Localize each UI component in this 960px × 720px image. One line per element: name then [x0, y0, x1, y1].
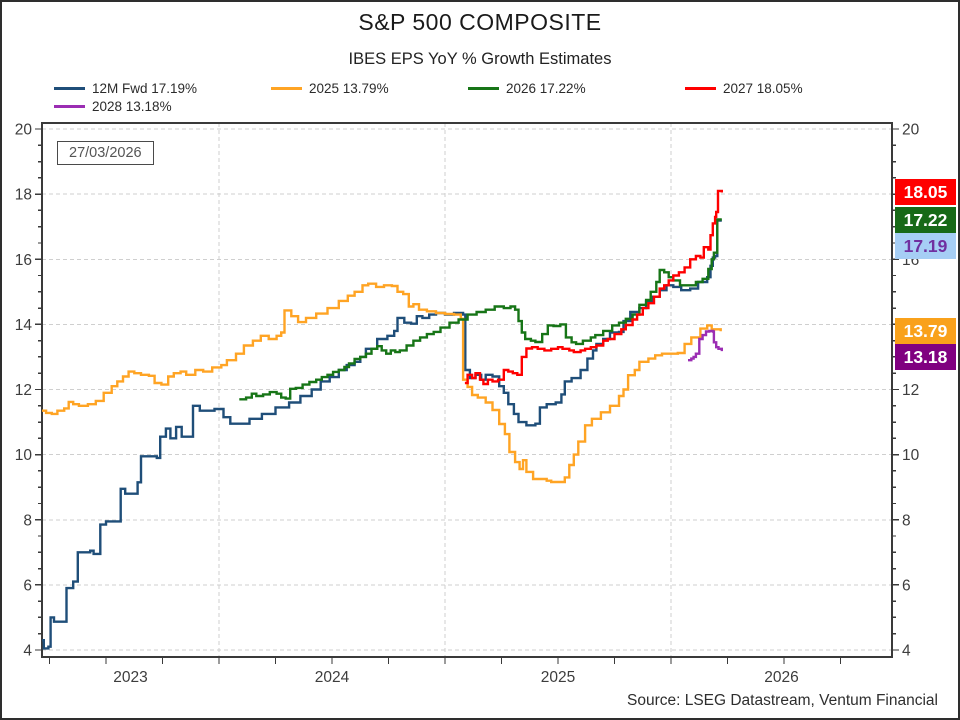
legend-swatch-12m-fwd [54, 86, 85, 90]
legend-item-2026: 2026 17.22% [468, 80, 586, 96]
y-axis-label-left: 14 [15, 317, 33, 334]
y-axis-label-right: 6 [902, 577, 911, 594]
end-value-badge-2028: 13.18 [895, 344, 956, 370]
y-axis-label-right: 8 [902, 512, 911, 529]
y-axis-label-right: 10 [902, 447, 920, 464]
end-value-badge-2027: 18.05 [895, 179, 956, 205]
y-axis-label-right: 20 [902, 122, 920, 139]
y-axis-label-left: 20 [15, 122, 33, 139]
legend-label: 2028 13.18% [92, 98, 172, 114]
chart-subtitle: IBES EPS YoY % Growth Estimates [348, 50, 612, 68]
series-line-12m-fwd [42, 219, 722, 650]
x-axis-year-label: 2023 [113, 669, 147, 686]
legend-swatch-2028 [54, 104, 85, 108]
legend-item-2027: 2027 18.05% [685, 80, 803, 96]
x-axis-year-label: 2026 [764, 669, 798, 686]
page-title: S&P 500 COMPOSITE [358, 9, 602, 35]
y-axis-label-left: 10 [15, 447, 33, 464]
last-date-annotation: 27/03/2026 [57, 141, 154, 165]
source-credit: Source: LSEG Datastream, Ventum Financia… [626, 692, 938, 709]
legend-item-2028: 2028 13.18% [54, 98, 172, 114]
legend-label: 2026 17.22% [506, 80, 586, 96]
series-line-2025 [42, 282, 722, 484]
end-value-badge-2025: 13.79 [895, 318, 956, 344]
legend-swatch-2026 [468, 86, 499, 90]
y-axis-label-left: 16 [15, 252, 32, 269]
x-axis-year-label: 2025 [541, 669, 575, 686]
legend-item-12m-fwd: 12M Fwd 17.19% [54, 80, 197, 96]
legend-label: 2025 13.79% [309, 80, 389, 96]
y-axis-label-left: 8 [23, 512, 32, 529]
end-value-badge-2026: 17.22 [895, 207, 956, 233]
x-axis-year-label: 2024 [315, 669, 350, 686]
series-line-2027 [464, 189, 723, 386]
legend-swatch-2025 [271, 86, 302, 90]
y-axis-label-left: 18 [15, 187, 32, 204]
legend-swatch-2027 [685, 86, 716, 90]
y-axis-label-right: 12 [902, 382, 919, 399]
y-axis-label-left: 4 [23, 643, 32, 660]
plot-border [41, 122, 893, 658]
series-line-2028 [688, 329, 723, 362]
y-axis-label-left: 12 [15, 382, 32, 399]
series-line-2026 [239, 218, 722, 401]
legend-label: 2027 18.05% [723, 80, 803, 96]
y-axis-label-left: 6 [23, 577, 32, 594]
y-axis-label-right: 4 [902, 643, 911, 660]
legend-label: 12M Fwd 17.19% [92, 80, 198, 96]
end-value-badge-12m-fwd: 17.19 [895, 233, 956, 259]
legend-item-2025: 2025 13.79% [271, 80, 389, 96]
